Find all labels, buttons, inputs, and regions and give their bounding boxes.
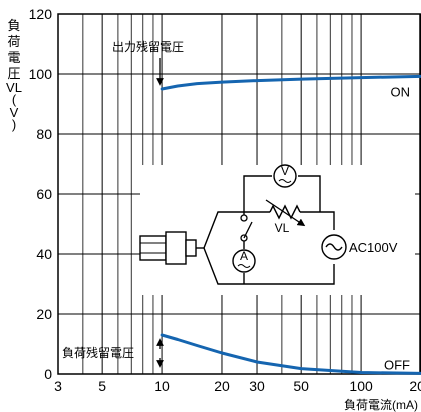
variable-resistor-icon: VL [265,199,306,235]
series-label-off: OFF [384,357,410,372]
switch-icon [240,214,253,242]
series-label-on: ON [391,84,411,99]
y-axis-label-char: V [10,105,19,120]
x-axis-label: 負荷電流(mA) [344,398,418,412]
svg-text:AC100V: AC100V [349,240,398,255]
series-group: ON OFF [160,74,421,375]
svg-text:負荷残留電圧: 負荷残留電圧 [62,346,134,360]
series-line-off [160,333,421,375]
y-axis-label-char: 荷 [7,34,20,49]
x-tick-label: 50 [293,378,309,394]
circuit-wires [203,175,335,285]
ac-source-icon: AC100V [321,234,398,260]
annotation-off-residual: 負荷残留電圧 [62,338,164,368]
y-axis-label-char: 圧 [7,66,20,81]
y-tick-label: 20 [36,306,52,322]
y-tick-label: 0 [44,366,52,382]
circuit-background [140,165,415,295]
y-tick-label: 100 [29,66,53,82]
svg-text:V: V [281,164,289,178]
annotation-on-residual: 出力残留電圧 [112,40,184,86]
y-axis-label-char: 電 [7,50,20,65]
x-tick-labels: 3 5 10 20 30 50 100 200 [54,378,421,394]
y-tick-label: 120 [29,6,53,22]
x-tick-label: 100 [349,378,373,394]
voltmeter-icon: V [273,164,297,188]
svg-text:VL: VL [275,221,290,235]
x-tick-label: 5 [98,378,106,394]
y-axis-label-char: 負 [7,18,20,33]
x-tick-label: 200 [409,378,421,394]
sensor-icon [139,231,204,265]
y-tick-label: 60 [36,186,52,202]
y-axis-label-char: ( [12,92,17,107]
svg-text:出力残留電圧: 出力残留電圧 [112,40,184,54]
x-tick-label: 10 [154,378,170,394]
y-tick-label: 40 [36,246,52,262]
x-tick-label: 3 [54,378,62,394]
y-tick-labels: 0 20 40 60 80 100 120 [29,6,53,382]
ammeter-icon: A [232,249,256,273]
plot-frame [57,13,421,375]
x-tick-label: 20 [214,378,230,394]
x-tick-label: 30 [249,378,265,394]
y-axis-label-char: VL [6,80,22,95]
svg-text:A: A [240,249,248,263]
y-axis-label-char: ) [12,117,16,132]
y-tick-label: 80 [36,126,52,142]
circuit-diagram: V A VL AC100V [139,164,415,295]
series-line-on [160,74,421,91]
